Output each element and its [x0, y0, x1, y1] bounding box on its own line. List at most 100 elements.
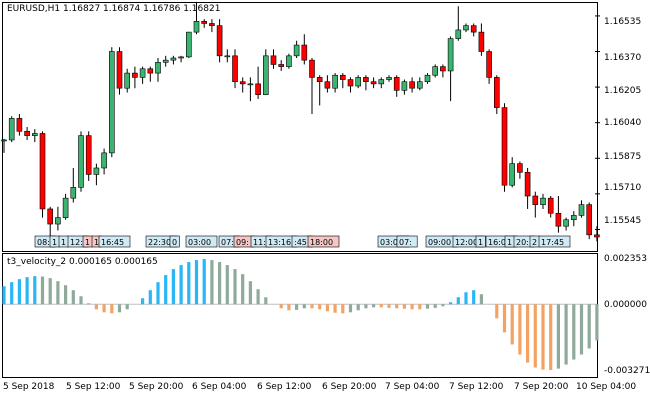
time-tick-label: 10 Sep 04:00: [576, 382, 637, 392]
svg-text:1: 1: [61, 238, 66, 247]
candle: [293, 40, 300, 58]
candle: [463, 23, 469, 33]
svg-text:16:45: 16:45: [101, 238, 124, 247]
indicator-header: t3_velocity_2 0.000165 0.000165: [7, 257, 158, 267]
session-label: 2: [529, 235, 540, 248]
session-label: 09:00: [425, 235, 458, 248]
candle: [370, 77, 377, 89]
candle: [309, 57, 315, 115]
session-label: 18:00: [307, 235, 340, 248]
candle: [486, 49, 492, 84]
time-tick-label: 6 Sep 04:00: [192, 382, 247, 392]
svg-text:11:: 11:: [253, 238, 266, 247]
candle: [24, 127, 30, 140]
candle: [170, 55, 177, 65]
candle: [517, 161, 523, 179]
candle: [532, 191, 539, 218]
candle: [393, 75, 400, 97]
candle: [432, 64, 439, 78]
svg-text:2: 2: [532, 238, 537, 247]
indicator-tick-label: -0.003271: [604, 366, 650, 376]
candle: [155, 57, 161, 82]
time-tick-label: 5 Sep 12:00: [66, 382, 121, 392]
candle: [440, 64, 446, 78]
candle: [578, 200, 585, 218]
candle: [316, 75, 323, 106]
svg-text:0: 0: [172, 238, 177, 247]
candle: [401, 79, 408, 95]
price-tick-label: 1.15875: [604, 152, 642, 162]
time-tick-label: 5 Sep 20:00: [129, 382, 184, 392]
candle: [470, 23, 477, 37]
candle: [162, 55, 169, 67]
candle: [8, 116, 15, 143]
price-tick-label: 1.16535: [604, 17, 642, 27]
candle: [1, 138, 7, 153]
candle: [332, 73, 338, 93]
candle: [478, 23, 485, 56]
svg-text:09:00: 09:00: [428, 238, 451, 247]
time-tick-label: 6 Sep 12:00: [257, 382, 312, 392]
candle: [455, 6, 462, 41]
candle: [270, 49, 277, 69]
symbol-header: EURUSD,H1 1.16827 1.16874 1.16786 1.1682…: [7, 4, 221, 14]
price-tick-label: 1.15710: [604, 183, 642, 193]
candle: [109, 47, 115, 158]
candle: [339, 73, 346, 89]
candle: [409, 77, 415, 93]
candle: [563, 217, 569, 231]
time-tick-label: 7 Sep 04:00: [385, 382, 440, 392]
candle: [301, 34, 308, 65]
candle: [70, 167, 77, 203]
price-tick-label: 1.16205: [604, 86, 642, 96]
svg-text:18:00: 18:00: [310, 238, 333, 247]
candle: [39, 131, 46, 218]
svg-text:12:: 12:: [70, 238, 83, 247]
candle: [493, 75, 500, 115]
session-label: 07:: [396, 235, 418, 248]
candle: [540, 193, 546, 209]
indicator-tick-label: 0.002353: [604, 254, 647, 264]
candle: [193, 1, 200, 35]
candle: [286, 53, 292, 69]
svg-text:03:00: 03:00: [188, 238, 211, 247]
svg-text:16:00: 16:00: [488, 238, 511, 247]
candle: [347, 77, 354, 93]
session-label: 03:00: [185, 235, 218, 248]
candle: [124, 68, 130, 93]
candle: [378, 77, 385, 89]
candle: [186, 31, 192, 58]
candle: [232, 49, 238, 89]
candle: [386, 75, 392, 82]
candle: [216, 19, 223, 63]
candle: [101, 148, 107, 175]
candle: [178, 55, 184, 63]
svg-text:08:: 08:: [37, 238, 50, 247]
candle: [355, 75, 362, 89]
session-label: 1: [82, 235, 93, 248]
candle: [247, 77, 254, 102]
candle: [424, 73, 431, 84]
candle: [116, 47, 123, 95]
price-tick-label: 1.16040: [604, 118, 642, 128]
candle: [363, 75, 369, 91]
candle: [224, 49, 231, 63]
session-label: 1: [475, 235, 486, 248]
svg-text:07:: 07:: [221, 238, 234, 247]
indicator-tick-label: 0.000000: [604, 300, 647, 310]
candle: [78, 131, 84, 192]
candle: [201, 19, 207, 28]
candle: [555, 196, 562, 233]
price-chart-panel[interactable]: [2, 2, 598, 252]
candle: [47, 206, 54, 240]
candle: [31, 129, 38, 143]
candle: [255, 66, 261, 99]
candle: [547, 196, 554, 218]
session-label: 16:45: [98, 235, 131, 248]
candle: [239, 77, 246, 93]
candle: [501, 103, 508, 192]
candle: [16, 114, 23, 136]
candle: [62, 193, 69, 220]
candle: [262, 49, 269, 95]
